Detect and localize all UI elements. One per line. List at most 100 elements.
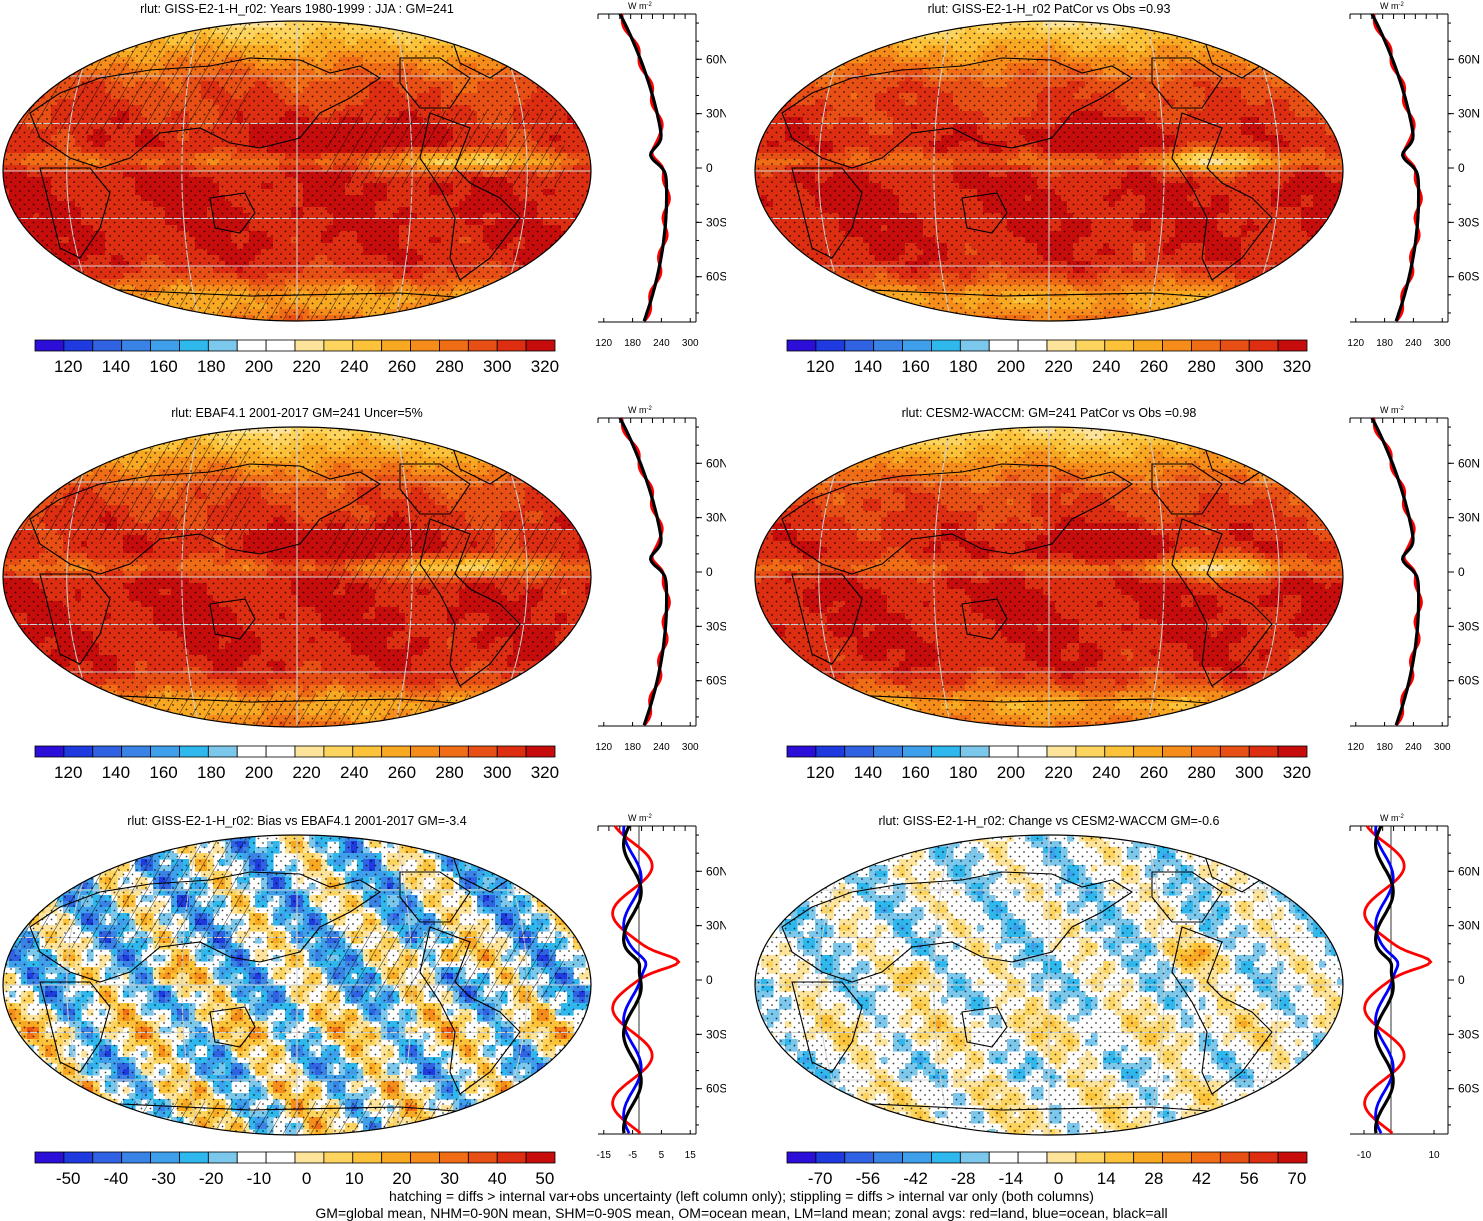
profile-tick-label: 15 bbox=[685, 1150, 697, 1161]
colorbar-swatch bbox=[323, 339, 354, 352]
panel-title-3: rlut: EBAF4.1 2001-2017 GM=241 Uncer=5% bbox=[0, 406, 594, 420]
profile-tick-label: -5 bbox=[628, 1150, 637, 1161]
zonal-all-line bbox=[618, 417, 669, 726]
profile-tick-label: 300 bbox=[1434, 742, 1451, 753]
latitude-label: 30N bbox=[706, 107, 726, 121]
colorbar-swatch bbox=[525, 745, 556, 758]
colorbar-swatch bbox=[63, 1151, 94, 1164]
hatching-overlay bbox=[3, 427, 250, 541]
colorbar-swatch bbox=[1191, 1151, 1221, 1164]
colorbar-label: 200 bbox=[245, 357, 273, 376]
map-panel-5 bbox=[2, 834, 592, 1136]
colorbar-swatch bbox=[1075, 339, 1106, 352]
coastline-3 bbox=[419, 926, 521, 1095]
coastline-3 bbox=[419, 518, 521, 687]
colorbar-label: 260 bbox=[388, 357, 416, 376]
colorbar-label: 120 bbox=[54, 763, 82, 782]
colorbar-swatch bbox=[1017, 745, 1048, 758]
colorbar-swatch bbox=[959, 339, 990, 352]
colorbar-swatch bbox=[1219, 339, 1250, 352]
colorbar-swatch bbox=[294, 1151, 325, 1164]
colorbar-swatch bbox=[988, 339, 1019, 352]
profile-tick-label: 120 bbox=[595, 338, 612, 349]
colorbar-swatch bbox=[410, 1151, 440, 1164]
map-border bbox=[754, 834, 1344, 1136]
coastline-2 bbox=[209, 192, 256, 234]
colorbar-swatch bbox=[34, 339, 65, 352]
zonal-land-line bbox=[611, 825, 681, 1135]
colorbar-swatch bbox=[34, 1151, 65, 1164]
colorbar-swatch bbox=[1104, 745, 1135, 758]
colorbar-swatch bbox=[931, 1151, 961, 1164]
colorbar-5: -50 -40 -30 -20 -10 0 10 20 30 40 50 bbox=[34, 1151, 556, 1188]
profile-tick-label: 10 bbox=[1428, 1150, 1440, 1161]
zonal-all-line bbox=[1373, 825, 1395, 1134]
colorbar-swatch bbox=[902, 339, 932, 352]
colorbar-swatch bbox=[1104, 1151, 1135, 1164]
coastline-3 bbox=[1171, 926, 1273, 1095]
colorbar-6: -70 -56 -42 -28 -14 0 14 28 42 56 70 bbox=[786, 1151, 1308, 1188]
coastline-2 bbox=[209, 598, 256, 640]
latitude-label: 30N bbox=[1458, 919, 1480, 933]
profile-tick-label: 180 bbox=[624, 338, 641, 349]
colorbar-label: 220 bbox=[292, 763, 320, 782]
colorbar-label: -56 bbox=[856, 1169, 881, 1188]
coastline-1 bbox=[791, 573, 863, 665]
map-panel-2 bbox=[754, 20, 1344, 322]
coastline-0 bbox=[29, 871, 382, 983]
colorbar-swatch bbox=[1219, 745, 1250, 758]
colorbar-label: 280 bbox=[435, 763, 463, 782]
colorbar-swatch bbox=[410, 745, 440, 758]
colorbar-swatch bbox=[323, 1151, 354, 1164]
colorbar-swatch bbox=[352, 339, 383, 352]
colorbar-swatch bbox=[902, 745, 932, 758]
zonal-profile-6: 60N 30N 0 30S 60S W m-2 -10 10 bbox=[1349, 813, 1480, 1161]
profile-unit-label: W m-2 bbox=[1380, 1, 1404, 11]
colorbar-label: 160 bbox=[901, 763, 929, 782]
profile-tick-label: 120 bbox=[1347, 742, 1364, 753]
colorbar-swatch bbox=[150, 339, 180, 352]
colorbar-swatch bbox=[352, 1151, 383, 1164]
colorbar-swatch bbox=[236, 1151, 267, 1164]
coastline-1 bbox=[791, 981, 863, 1073]
latitude-label: 0 bbox=[706, 565, 713, 579]
map-panel-6 bbox=[754, 834, 1344, 1136]
map-panel-3 bbox=[2, 426, 592, 728]
colorbar-swatch bbox=[207, 339, 238, 352]
latitude-label: 60N bbox=[706, 456, 726, 470]
colorbar-swatch bbox=[92, 339, 123, 352]
colorbar-label: 220 bbox=[1044, 763, 1072, 782]
colorbar-label: 280 bbox=[1187, 357, 1215, 376]
profile-tick-label: 120 bbox=[595, 742, 612, 753]
latitude-label: 30S bbox=[706, 1027, 726, 1041]
coastline-1 bbox=[39, 573, 111, 665]
colorbar-swatch bbox=[786, 339, 817, 352]
colorbar-swatch bbox=[34, 745, 65, 758]
colorbar-label: 180 bbox=[949, 763, 977, 782]
map-border bbox=[754, 20, 1344, 322]
colorbar-label: -42 bbox=[903, 1169, 928, 1188]
colorbar-swatch bbox=[525, 339, 556, 352]
coastline-0 bbox=[29, 57, 382, 169]
latitude-label: 0 bbox=[1458, 973, 1465, 987]
latitude-label: 60N bbox=[706, 864, 726, 878]
map-border bbox=[2, 834, 592, 1136]
latitude-label: 30N bbox=[1458, 511, 1480, 525]
colorbar-swatch bbox=[121, 339, 151, 352]
colorbar-swatch bbox=[63, 745, 94, 758]
profile-unit-label: W m-2 bbox=[1380, 405, 1404, 415]
colorbar-label: 70 bbox=[1287, 1169, 1306, 1188]
panel-title-2: rlut: GISS-E2-1-H_r02 PatCor vs Obs =0.9… bbox=[752, 2, 1346, 16]
stippling-overlay bbox=[755, 835, 1343, 1135]
colorbar-label: 42 bbox=[1192, 1169, 1211, 1188]
latitude-label: 60N bbox=[706, 52, 726, 66]
colorbar-swatch bbox=[1104, 339, 1135, 352]
colorbar-label: 220 bbox=[292, 357, 320, 376]
colorbar-swatch bbox=[323, 745, 354, 758]
colorbar-swatch bbox=[1191, 339, 1221, 352]
latitude-label: 60S bbox=[1458, 674, 1479, 688]
colorbar-swatch bbox=[265, 339, 296, 352]
latitude-label: 0 bbox=[706, 973, 713, 987]
profile-tick-label: 300 bbox=[682, 338, 699, 349]
colorbar-label: 300 bbox=[483, 763, 511, 782]
